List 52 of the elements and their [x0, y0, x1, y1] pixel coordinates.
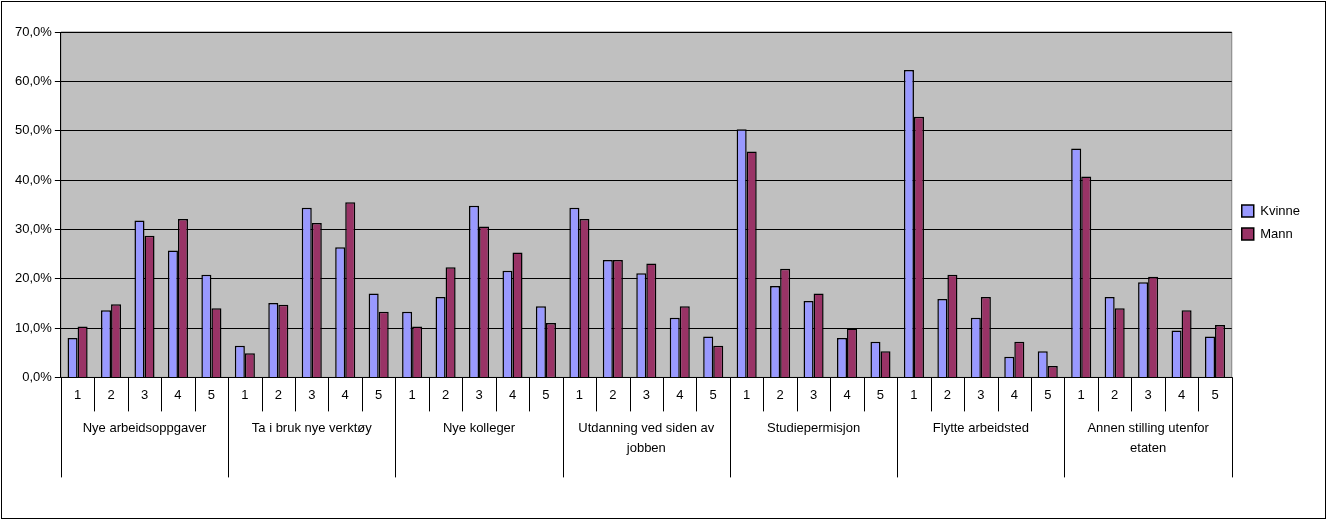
x-tick-label: 5: [1044, 386, 1052, 402]
text: Utdanning ved siden av jobben: [578, 420, 715, 456]
text: Ta i bruk nye verktøy: [251, 420, 373, 436]
x-tick-label: 5: [1211, 386, 1219, 402]
x-tick-label: 3: [642, 386, 650, 402]
legend-label: Kvinne: [1260, 202, 1300, 218]
x-tick-label: 4: [174, 386, 182, 402]
y-tick-label: 0,0%: [22, 368, 53, 384]
x-tick-label: 4: [1177, 386, 1186, 402]
x-tick-label: 3: [308, 386, 316, 402]
x-tick-label: 4: [1010, 386, 1018, 402]
x-tick-label: 5: [876, 386, 885, 402]
y-tick-label: 10,0%: [14, 319, 53, 335]
x-tick-label: 1: [73, 386, 82, 402]
x-tick-label: 3: [809, 386, 818, 402]
y-tick-label: 50,0%: [14, 122, 53, 138]
x-tick-label: 4: [341, 386, 349, 402]
legend-label: Mann: [1260, 225, 1293, 241]
y-tick-label: 30,0%: [14, 220, 53, 236]
x-tick-label: 5: [207, 386, 216, 402]
text: Studiepermisjon: [766, 420, 861, 436]
text: Nye arbeidsoppgaver: [82, 420, 207, 436]
text: Nye kolleger: [442, 420, 516, 436]
x-tick-label: 1: [575, 386, 584, 402]
x-tick-label: 2: [943, 386, 952, 402]
x-tick-label: 1: [1077, 386, 1085, 402]
y-tick-label: 40,0%: [14, 171, 53, 187]
x-tick-label: 2: [441, 386, 450, 402]
x-tick-label: 1: [241, 386, 249, 402]
x-tick-label: 5: [542, 386, 550, 402]
y-tick-label: 60,0%: [14, 72, 53, 88]
x-tick-label: 2: [1111, 386, 1119, 402]
y-tick-label: 70,0%: [14, 23, 53, 39]
x-tick-label: 3: [475, 386, 483, 402]
x-tick-label: 2: [107, 386, 115, 402]
x-tick-label: 4: [676, 386, 684, 402]
x-tick-label: 3: [140, 386, 149, 402]
x-tick-label: 5: [709, 386, 717, 402]
x-tick-label: 2: [609, 386, 617, 402]
x-tick-label: 4: [843, 386, 851, 402]
x-tick-label: 3: [1144, 386, 1152, 402]
x-tick-label: 2: [776, 386, 784, 402]
x-tick-label: 5: [375, 386, 383, 402]
x-tick-label: 2: [274, 386, 282, 402]
y-tick-label: 20,0%: [14, 270, 53, 286]
x-tick-label: 1: [743, 386, 751, 402]
x-tick-label: 3: [977, 386, 985, 402]
x-tick-label: 4: [508, 386, 517, 402]
x-tick-label: 1: [910, 386, 918, 402]
text: Annen stilling utenfor etaten: [1087, 420, 1210, 456]
text: Flytte arbeidsted: [932, 420, 1029, 436]
x-tick-label: 1: [408, 386, 416, 402]
